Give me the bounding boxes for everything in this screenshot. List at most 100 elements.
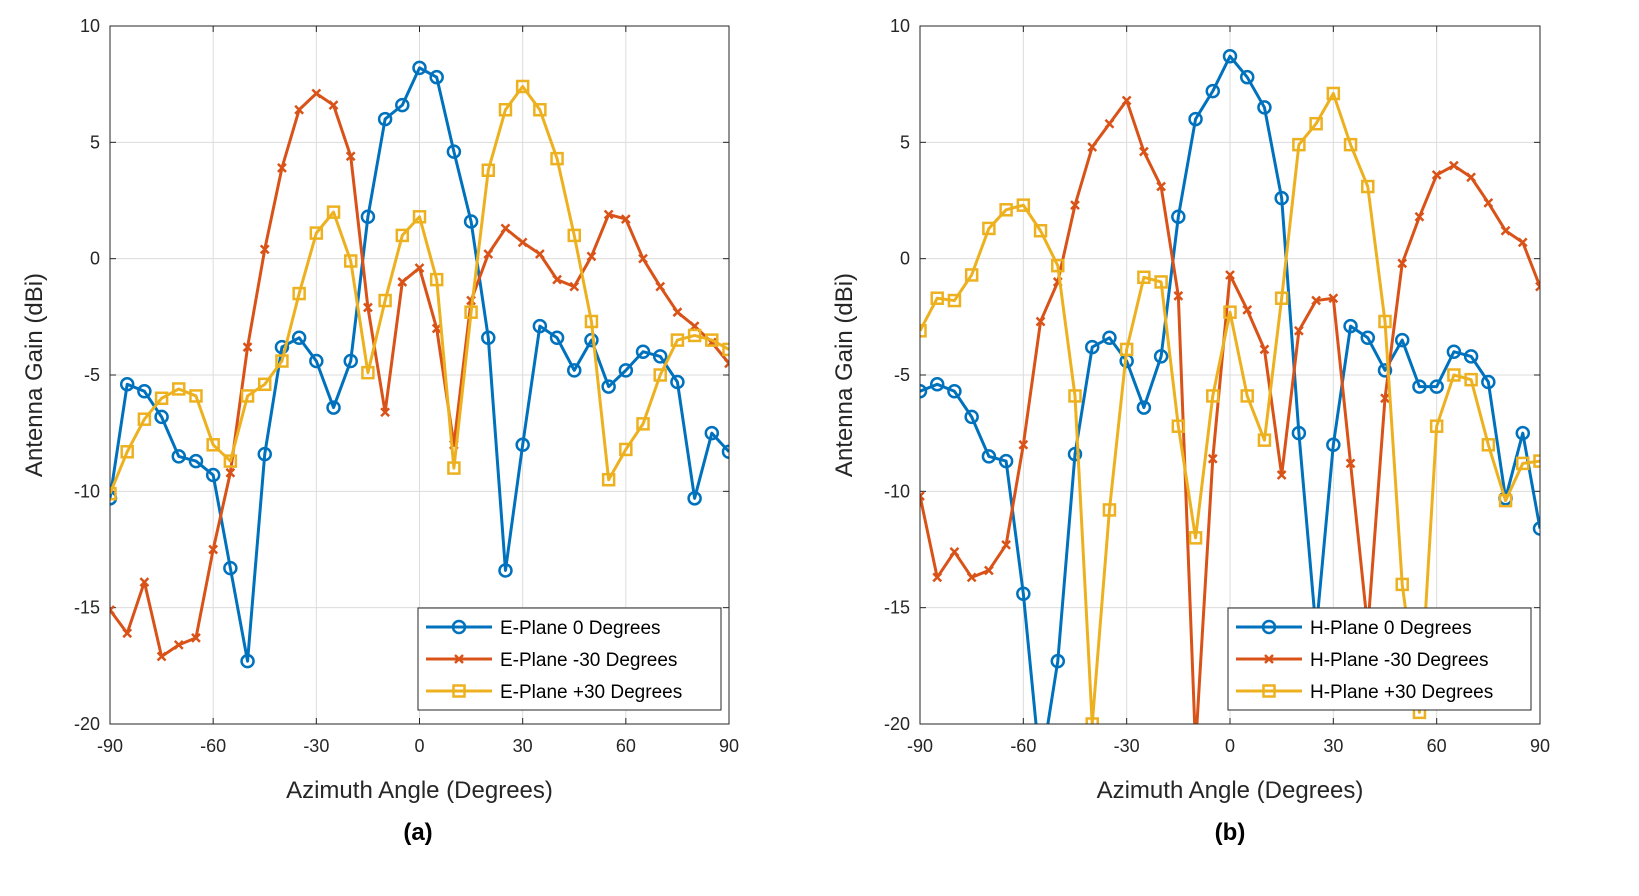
y-tick-label: 0 xyxy=(900,249,910,269)
x-tick-label: 30 xyxy=(513,736,533,756)
legend-marker xyxy=(454,654,464,664)
data-point xyxy=(188,453,204,469)
legend-item: H-Plane -30 Degrees xyxy=(1236,650,1488,671)
data-point xyxy=(532,318,548,334)
data-point xyxy=(154,391,169,406)
axes-frame xyxy=(919,25,1541,725)
data-point xyxy=(1239,69,1255,85)
legend-label: E-Plane +30 Degrees xyxy=(500,682,682,703)
panel-label: (b) xyxy=(1215,819,1246,846)
data-point xyxy=(309,226,324,240)
data-point xyxy=(672,307,683,318)
data-point xyxy=(463,214,479,229)
data-point xyxy=(326,400,341,415)
data-point xyxy=(1033,223,1048,238)
data-point xyxy=(1414,211,1425,222)
data-point xyxy=(139,577,150,587)
data-point xyxy=(552,274,562,285)
data-point xyxy=(1533,454,1540,468)
data-point xyxy=(1001,539,1011,550)
x-tick-label: 90 xyxy=(1530,736,1550,756)
x-tick-label: 90 xyxy=(719,736,739,756)
data-point xyxy=(483,249,494,259)
data-point xyxy=(1119,342,1134,357)
data-point xyxy=(240,389,255,403)
data-point xyxy=(1481,438,1496,452)
data-point xyxy=(447,461,461,475)
data-point xyxy=(1326,437,1341,453)
data-point xyxy=(1242,304,1253,315)
data-point xyxy=(1225,270,1235,280)
y-axis-label: Antenna Gain (dBi) xyxy=(831,273,858,477)
legend-marker xyxy=(1261,619,1277,635)
data-point xyxy=(1154,275,1168,289)
data-point xyxy=(1050,653,1066,669)
data-point xyxy=(920,384,928,399)
y-tick-label: 10 xyxy=(890,16,910,36)
data-point xyxy=(1153,349,1169,364)
chart-panel-a: -90 -60 -30 0 30 60 90 -20 -15 -10 -5 0 5 10 Azimuth A… xyxy=(21,16,739,846)
data-point xyxy=(619,442,633,457)
data-point xyxy=(1345,458,1356,469)
data-point xyxy=(294,104,305,115)
series-yellow xyxy=(920,86,1540,724)
data-point xyxy=(920,491,925,501)
legend-item: E-Plane 0 Degrees xyxy=(426,618,661,639)
data-point xyxy=(292,286,306,301)
data-point xyxy=(122,628,133,639)
y-tick-label: -20 xyxy=(884,714,910,734)
data-point xyxy=(1276,470,1287,480)
data-point xyxy=(1343,137,1358,152)
x-tick-label: -60 xyxy=(200,736,226,756)
data-point xyxy=(1397,258,1408,269)
data-point xyxy=(481,330,496,346)
legend-label: H-Plane 0 Degrees xyxy=(1310,618,1472,639)
data-point xyxy=(1205,83,1221,99)
series-blue xyxy=(920,48,1540,777)
data-point xyxy=(481,163,496,178)
series-line xyxy=(920,54,1540,724)
legend-label: E-Plane 0 Degrees xyxy=(500,618,661,639)
data-point xyxy=(1136,400,1152,415)
data-point xyxy=(380,407,390,418)
data-point xyxy=(1515,425,1531,441)
data-point xyxy=(1446,344,1462,359)
legend-marker xyxy=(1262,684,1276,698)
data-point xyxy=(618,363,634,378)
data-point xyxy=(1378,314,1392,329)
legend-label: H-Plane +30 Degrees xyxy=(1310,682,1493,703)
data-point xyxy=(652,349,668,364)
data-point xyxy=(258,377,272,392)
data-point xyxy=(1535,281,1540,292)
data-point xyxy=(1294,325,1304,336)
data-point xyxy=(274,339,290,355)
data-point xyxy=(1483,197,1494,208)
data-point xyxy=(343,353,358,369)
y-tick-label: -15 xyxy=(884,598,910,618)
data-point xyxy=(1532,521,1540,536)
data-point xyxy=(137,412,152,426)
data-point xyxy=(930,291,944,305)
legend-item: H-Plane +30 Degrees xyxy=(1236,682,1493,703)
data-point xyxy=(498,563,513,578)
data-point xyxy=(515,79,530,94)
series-group xyxy=(920,48,1540,777)
legend-item: H-Plane 0 Degrees xyxy=(1236,618,1472,639)
data-point xyxy=(1121,95,1132,106)
data-point xyxy=(1259,344,1270,355)
panel-label: (a) xyxy=(403,819,432,846)
data-point xyxy=(500,223,511,234)
data-point xyxy=(137,384,152,399)
data-point xyxy=(1068,389,1082,403)
data-point xyxy=(1394,332,1410,348)
data-point xyxy=(172,382,186,396)
data-point xyxy=(1274,291,1289,305)
data-point xyxy=(1016,586,1031,601)
data-point xyxy=(223,560,238,576)
series-orange xyxy=(920,95,1540,724)
data-point xyxy=(1035,765,1047,777)
y-tick-label: -20 xyxy=(74,714,100,734)
data-point xyxy=(1102,330,1117,346)
data-point xyxy=(724,358,729,369)
data-point xyxy=(240,653,255,669)
